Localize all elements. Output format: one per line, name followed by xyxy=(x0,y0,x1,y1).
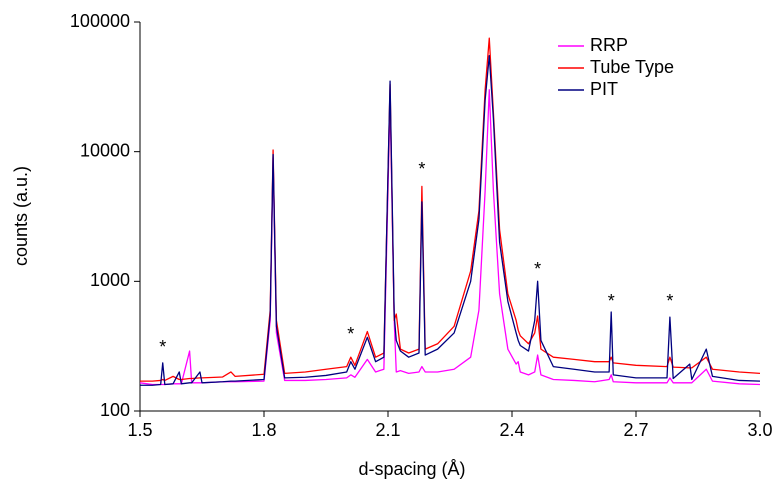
x-tick-label: 1.5 xyxy=(127,420,152,440)
series-line xyxy=(140,37,761,382)
y-tick-label: 100000 xyxy=(70,11,130,31)
annotation: * xyxy=(418,159,425,179)
legend-label: PIT xyxy=(590,79,618,99)
annotation: * xyxy=(347,324,354,344)
annotation: * xyxy=(159,337,166,357)
y-tick-label: 100 xyxy=(100,400,130,420)
legend-label: RRP xyxy=(590,35,628,55)
annotation: * xyxy=(666,291,673,311)
y-axis-label: counts (a.u.) xyxy=(11,166,31,266)
x-tick-label: 2.4 xyxy=(499,420,524,440)
x-tick-label: 2.7 xyxy=(623,420,648,440)
annotation: * xyxy=(534,259,541,279)
legend-label: Tube Type xyxy=(590,57,674,77)
x-tick-label: 3.0 xyxy=(747,420,772,440)
x-axis-label: d-spacing (Å) xyxy=(358,459,465,479)
y-tick-label: 10000 xyxy=(80,140,130,160)
x-tick-label: 1.8 xyxy=(251,420,276,440)
annotation: * xyxy=(608,291,615,311)
y-tick-label: 1000 xyxy=(90,270,130,290)
series-line xyxy=(139,89,761,386)
series-line xyxy=(140,55,761,386)
x-tick-label: 2.1 xyxy=(375,420,400,440)
